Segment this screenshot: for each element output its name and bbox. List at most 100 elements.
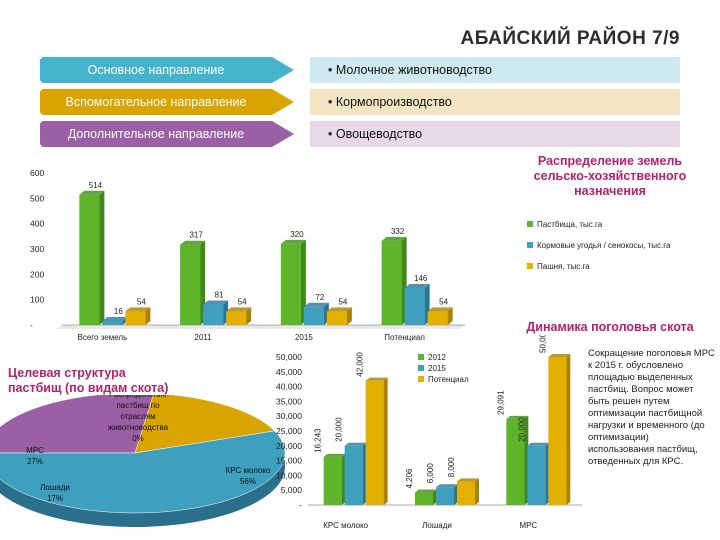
bar-top [457,478,479,482]
x-tick-label: 2015 [295,333,313,342]
pie-label-mrs: МРС 27% [26,446,44,466]
livestock-note: Сокращение поголовья МРС к 2015 г. обусл… [588,348,715,467]
legend-label: Пастбища, тыс.га [537,220,603,229]
bar-side [447,307,453,325]
bar-side [341,453,346,505]
legend-label: Потенциал [428,375,469,384]
pie-slice [0,430,286,514]
bar-top [280,239,306,244]
bar-top [226,307,252,312]
bar [102,320,123,325]
direction-value: • Кормопроизводство [310,89,680,115]
y-tick-label: 200 [30,269,44,279]
x-tick-label: Потенциал [384,333,425,342]
x-tick-label: МРС [519,521,537,530]
legend-swatch [527,263,533,269]
land-distribution-chart: 600 500 400 300 200 100 - 514 16 54 Всего земель 31… [30,168,671,342]
bar [344,445,363,505]
bar [381,240,402,325]
bar-top [303,302,329,307]
bar-top [125,307,151,312]
land-chart-title: Распределение земель сельско-хозяйственн… [533,154,687,198]
bar-top [365,377,388,381]
bar-top [404,284,430,289]
bar-value-label: 4,206 [405,468,414,489]
x-tick-label: 2011 [195,333,213,342]
y-tick-label: 40,000 [276,382,302,392]
bar-side [346,307,352,325]
bar-value-label: 54 [439,297,448,306]
y-tick-label: 300 [30,244,44,254]
y-tick-label: 100 [30,295,44,305]
bar-value-label: 50,000 [538,335,547,353]
bar [427,311,448,325]
y-tick-label: - [30,320,33,330]
bar-value-label: 81 [215,290,224,299]
bar-top [79,190,105,195]
bar-top [527,442,550,446]
legend-swatch [527,242,533,248]
bar-side [300,239,306,325]
bar-side [383,377,388,505]
bar-top [180,240,206,245]
direction-row-main: Основное направление • Молочное животнов… [40,57,680,83]
bar-side [475,478,479,505]
bar [79,194,100,325]
bar-top [326,307,352,312]
chart-floor [56,325,465,329]
x-tick-label: КРС молоко [323,521,368,530]
y-tick-label: 10,000 [276,470,302,480]
legend-label: 2015 [428,364,446,373]
pie-chart-title: Целевая структура пастбищ (по видам скот… [8,366,169,395]
pie-label-dairy: КРС молоко 56% [226,466,271,486]
bar [404,288,425,325]
bar-value-label: 16,243 [314,428,323,453]
y-tick-label: 20,000 [276,441,302,451]
legend-label: 2012 [428,353,446,362]
pie-label-distribution: Распределениепастбищ поотраслямживотново… [108,395,169,443]
y-tick-label: 45,000 [276,367,302,377]
bar [415,492,433,505]
bar-top [381,236,407,241]
bar [323,456,342,505]
pie-label-horses: Лошади 17% [40,483,70,503]
bar-top [506,415,529,419]
pie-slice [0,395,154,454]
bar-top [436,484,458,488]
direction-arrow [272,57,294,83]
legend-swatch [418,376,424,382]
bar-side [145,307,151,325]
direction-value: • Овощеводство [310,121,680,147]
bar-top [203,300,229,305]
bar [506,418,525,505]
bar-top [323,453,346,457]
y-tick-label: 15,000 [276,456,302,466]
bar [527,445,546,505]
bar-value-label: 6,000 [426,463,435,484]
livestock-chart-title: Динамика поголовья скота [526,320,694,334]
bar-value-label: 332 [391,227,405,236]
bar-top [548,354,571,357]
bar [365,380,384,505]
bar-top [102,316,128,321]
bar-side [246,307,252,325]
direction-row-auxiliary: Вспомогательное направление • Кормопроиз… [40,89,680,115]
bar-value-label: 54 [338,297,347,306]
bar [436,487,454,505]
y-tick-label: 35,000 [276,396,302,406]
bar [326,311,347,325]
pie-slice [134,395,275,454]
direction-label: Дополнительное направление [40,121,272,147]
bar-value-label: 54 [238,297,247,306]
bar-side [566,354,571,505]
bar-value-label: 317 [189,231,203,240]
page-title: АБАЙСКИЙ РАЙОН 7/9 [460,28,680,49]
bar [180,244,201,325]
y-tick-label: 500 [30,193,44,203]
bar-value-label: 146 [414,274,428,283]
bar [125,311,146,325]
legend-label: Кормовые угодья / сенокосы, тыс.га [537,241,671,250]
bar-top [344,442,367,446]
y-tick-label: 400 [30,219,44,229]
